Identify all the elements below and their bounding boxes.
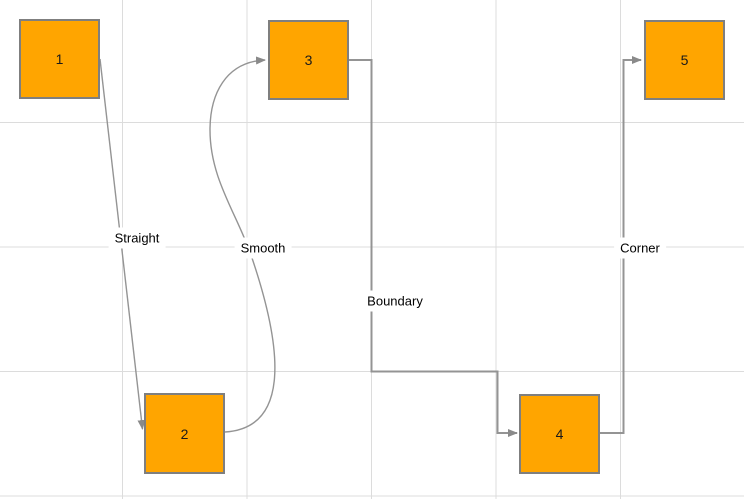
link-label-boundary[interactable]: Boundary bbox=[361, 290, 429, 312]
node-label: 1 bbox=[55, 51, 64, 67]
link-label-straight[interactable]: Straight bbox=[108, 227, 166, 249]
link-label-corner[interactable]: Corner bbox=[614, 237, 666, 259]
node-label: 5 bbox=[680, 52, 689, 68]
node-label: 2 bbox=[180, 425, 189, 442]
node-label: 4 bbox=[555, 426, 564, 442]
node-3[interactable]: 3 bbox=[268, 20, 349, 100]
link-boundary[interactable] bbox=[349, 59, 518, 437]
node-label: 3 bbox=[304, 52, 313, 68]
link-smooth[interactable] bbox=[209, 56, 276, 433]
node-5[interactable]: 5 bbox=[644, 20, 725, 100]
node-2[interactable]: 2 bbox=[144, 393, 225, 474]
node-1[interactable]: 1 bbox=[19, 19, 100, 99]
node-4[interactable]: 4 bbox=[519, 394, 600, 474]
link-label-smooth[interactable]: Smooth bbox=[234, 237, 292, 259]
